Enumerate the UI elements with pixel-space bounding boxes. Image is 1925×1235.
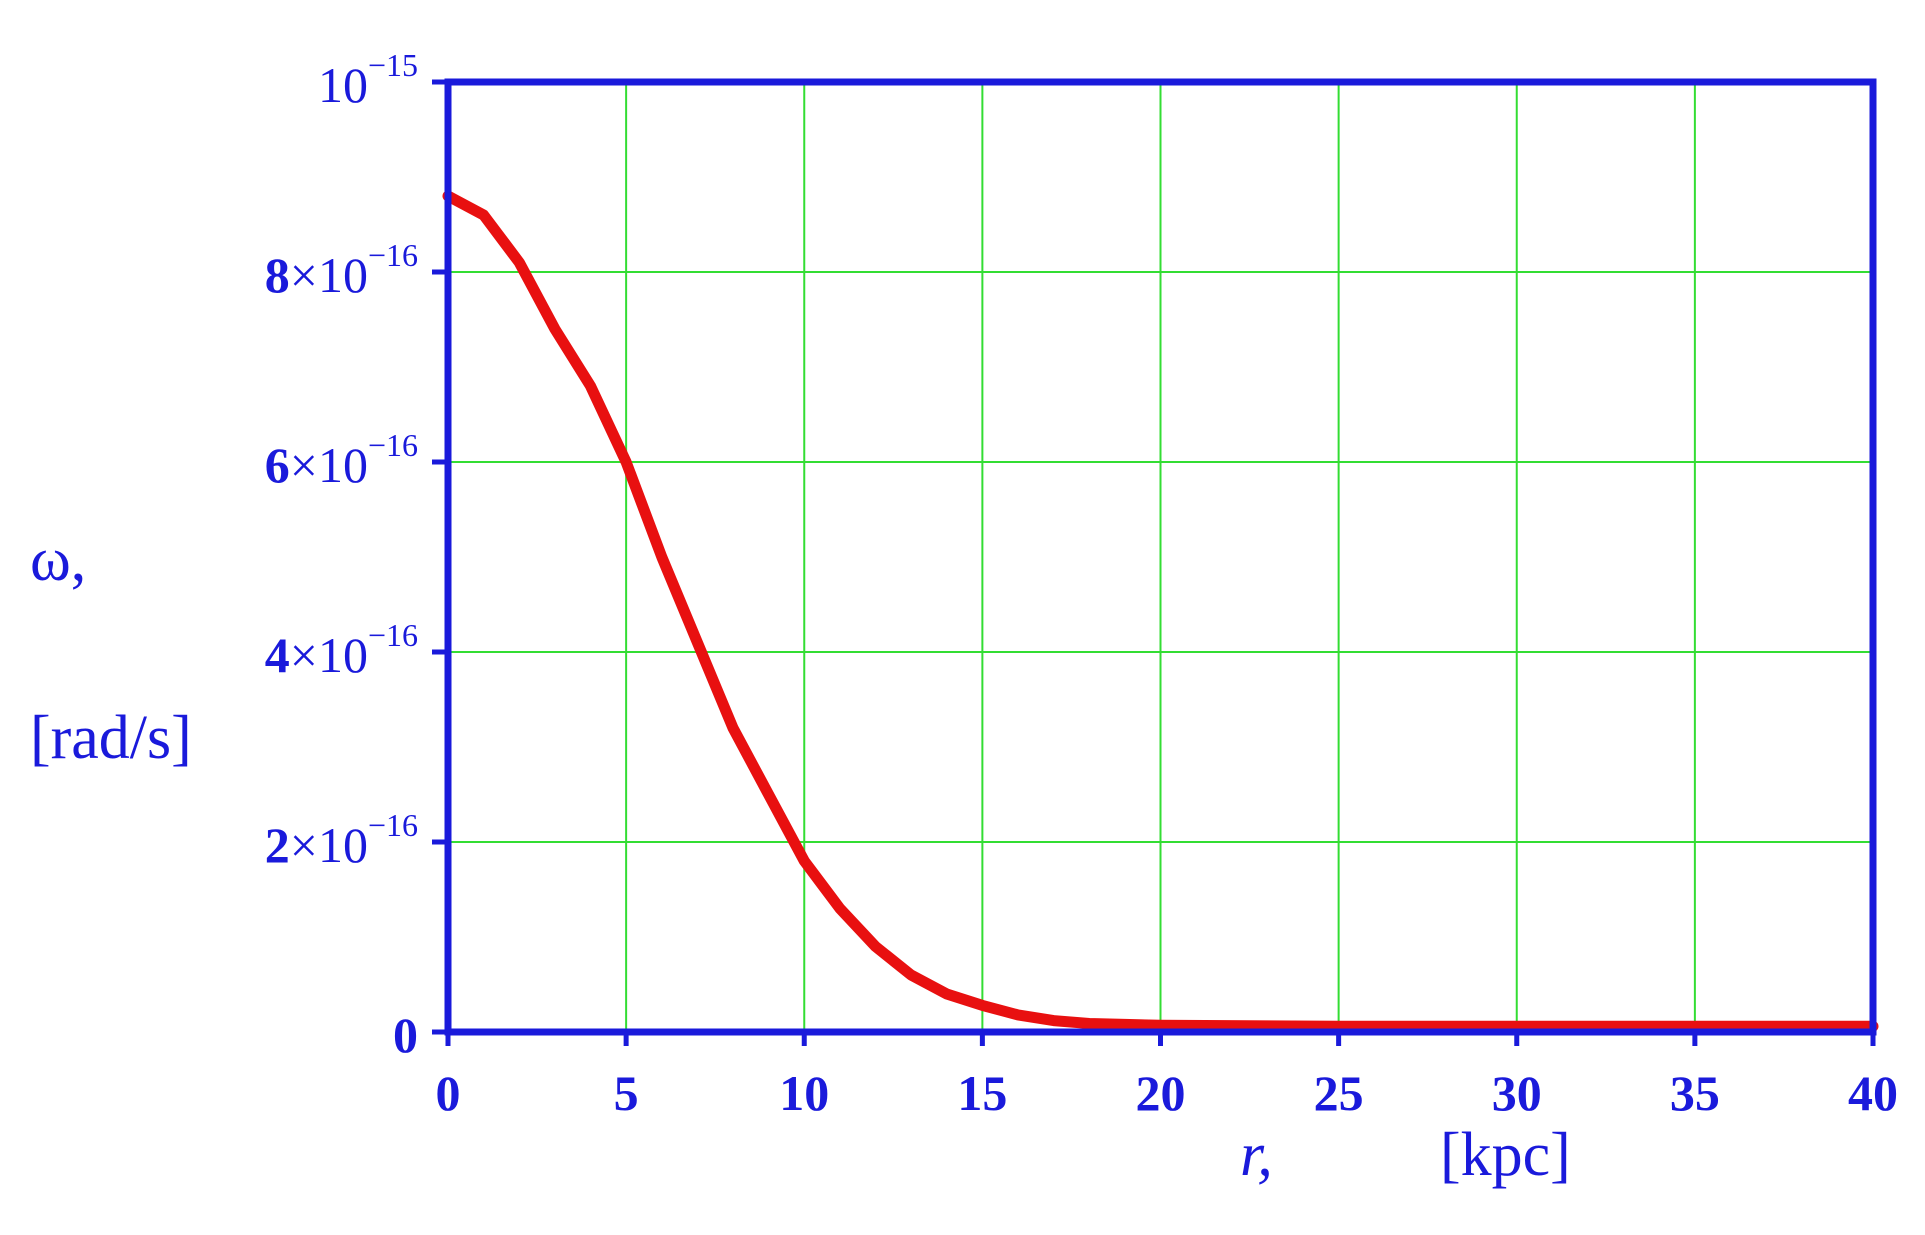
x-axis-label: r, [1240, 1121, 1273, 1189]
series-layer [442, 190, 1879, 1032]
x-tick-label: 10 [779, 1065, 829, 1121]
x-tick-label: 15 [957, 1065, 1007, 1121]
x-tick-label: 20 [1136, 1065, 1186, 1121]
tick-marks [432, 79, 1876, 1046]
y-tick-label: 10−15 [318, 47, 418, 113]
y-tick-label: 2×10−16 [265, 807, 418, 873]
y-axis-unit: [rad/s] [30, 704, 192, 772]
x-tick-label: 30 [1492, 1065, 1542, 1121]
series-line [442, 190, 1879, 1032]
y-tick-labels: 0 2×10−16 4×10−16 6×10−16 8×10−16 10−15 [265, 47, 418, 1063]
x-axis-unit: [kpc] [1440, 1121, 1571, 1189]
x-tick-label: 25 [1314, 1065, 1364, 1121]
x-tick-label: 0 [436, 1065, 461, 1121]
x-tick-labels: 0 5 10 15 20 25 30 35 40 [436, 1065, 1899, 1121]
y-tick-label: 4×10−16 [265, 617, 418, 683]
y-tick-label: 8×10−16 [265, 237, 418, 303]
x-tick-label: 40 [1848, 1065, 1898, 1121]
y-axis-label: ω, [30, 526, 86, 594]
y-tick-label: 0 [393, 1007, 418, 1063]
x-tick-label: 35 [1670, 1065, 1720, 1121]
grid-lines [448, 82, 1873, 1032]
y-tick-label: 6×10−16 [265, 427, 418, 493]
x-tick-label: 5 [614, 1065, 639, 1121]
